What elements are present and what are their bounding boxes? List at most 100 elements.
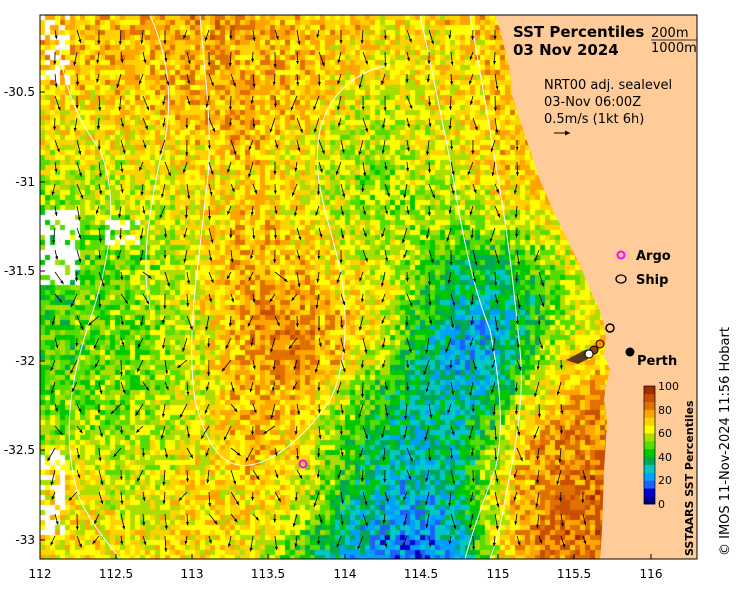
vector-head xyxy=(316,34,320,38)
colorbar-swatch xyxy=(644,488,655,497)
vector-head xyxy=(120,168,124,173)
vector-head xyxy=(513,496,517,501)
vector-head xyxy=(159,150,163,155)
vector-head xyxy=(340,521,344,526)
colorbar-swatch xyxy=(644,456,655,465)
vector-head xyxy=(430,40,434,45)
vector-head xyxy=(357,545,361,550)
vector-head xyxy=(159,214,163,219)
vector-head xyxy=(140,322,144,327)
vector-head xyxy=(384,386,388,391)
vector-head xyxy=(139,257,143,262)
vector-head xyxy=(517,431,521,436)
vector-head xyxy=(406,123,411,128)
vector-head xyxy=(165,386,169,391)
vector-head xyxy=(205,452,209,457)
vector-head xyxy=(143,144,147,149)
vector-head xyxy=(75,81,80,86)
vector-head xyxy=(337,80,341,85)
vector-head xyxy=(296,411,301,415)
vector-head xyxy=(52,239,56,244)
vector-head xyxy=(273,190,277,195)
vector-head xyxy=(186,434,191,438)
vector-head xyxy=(383,63,388,67)
vector-head xyxy=(451,431,455,436)
vector-head xyxy=(73,61,77,66)
map-date: 03 Nov 2024 xyxy=(513,41,619,59)
vector-head xyxy=(514,388,519,392)
y-tick-label: -30.5 xyxy=(4,85,35,99)
vector-head xyxy=(317,453,321,458)
vector-head xyxy=(430,259,434,264)
vector-head xyxy=(236,452,241,456)
y-tick-label: -32 xyxy=(15,354,35,368)
vector-scale-arrow xyxy=(554,130,570,136)
vector-head xyxy=(313,106,317,111)
vector-head xyxy=(495,85,499,90)
vector-head xyxy=(248,173,252,178)
vector-head xyxy=(515,320,520,325)
vector-head xyxy=(252,235,256,240)
vector-head xyxy=(57,106,61,111)
vector-head xyxy=(318,435,322,439)
vector-head xyxy=(363,232,367,237)
vector-head xyxy=(340,324,344,329)
vector-head xyxy=(164,58,168,62)
colorbar-swatch xyxy=(644,441,655,450)
vector-head xyxy=(252,298,256,303)
vector-head xyxy=(98,457,102,462)
y-tick-label: -31.5 xyxy=(4,264,35,278)
vector-head xyxy=(364,349,368,354)
current-vectors xyxy=(47,29,587,552)
vector-head xyxy=(360,364,364,369)
vector-head xyxy=(403,434,407,439)
vector-head xyxy=(250,212,254,216)
argo-legend-label: Argo xyxy=(636,249,671,264)
vector-head xyxy=(445,348,449,353)
y-tick-label: -32.5 xyxy=(4,443,35,457)
colorbar-tick-80: 80 xyxy=(658,404,672,417)
vector-head xyxy=(296,456,300,460)
vector-head xyxy=(313,128,318,133)
vector-head xyxy=(339,259,343,264)
vector-head xyxy=(187,195,191,200)
vector-head xyxy=(205,386,210,391)
vector-head xyxy=(50,481,54,486)
vector-head xyxy=(164,370,169,375)
vector-head xyxy=(120,500,124,505)
vector-head xyxy=(263,430,268,434)
vector-head xyxy=(200,435,205,439)
vector-head xyxy=(536,479,540,484)
vector-head xyxy=(319,233,323,238)
vector-head xyxy=(470,452,475,456)
vector-head xyxy=(227,169,231,173)
vector-head xyxy=(381,233,385,238)
colorbar-tick-100: 100 xyxy=(658,380,679,393)
vector-head xyxy=(317,387,321,392)
vector-head xyxy=(208,539,212,544)
ship-legend-label: Ship xyxy=(636,273,668,288)
vector-head xyxy=(428,457,432,462)
vector-head xyxy=(403,194,407,199)
vector-head xyxy=(468,435,472,440)
vector-head xyxy=(75,342,79,347)
vector-head xyxy=(427,60,431,64)
vector-head xyxy=(68,497,73,501)
vector-head xyxy=(469,524,473,529)
vector-head xyxy=(428,320,432,325)
vector-head xyxy=(382,457,386,461)
vector-head xyxy=(295,323,299,327)
vector-head xyxy=(249,388,253,393)
vector-head xyxy=(143,59,147,64)
vector-head xyxy=(76,454,81,459)
vector-head xyxy=(449,261,453,266)
y-tick-label: -31 xyxy=(15,175,35,189)
vector-head xyxy=(519,457,523,462)
vector-head xyxy=(382,363,386,368)
vector-head xyxy=(293,212,298,217)
vector-head xyxy=(99,433,103,438)
vector-head xyxy=(474,126,478,131)
vector-head xyxy=(363,172,367,177)
vector-head xyxy=(273,235,277,239)
vector-head xyxy=(275,474,279,479)
